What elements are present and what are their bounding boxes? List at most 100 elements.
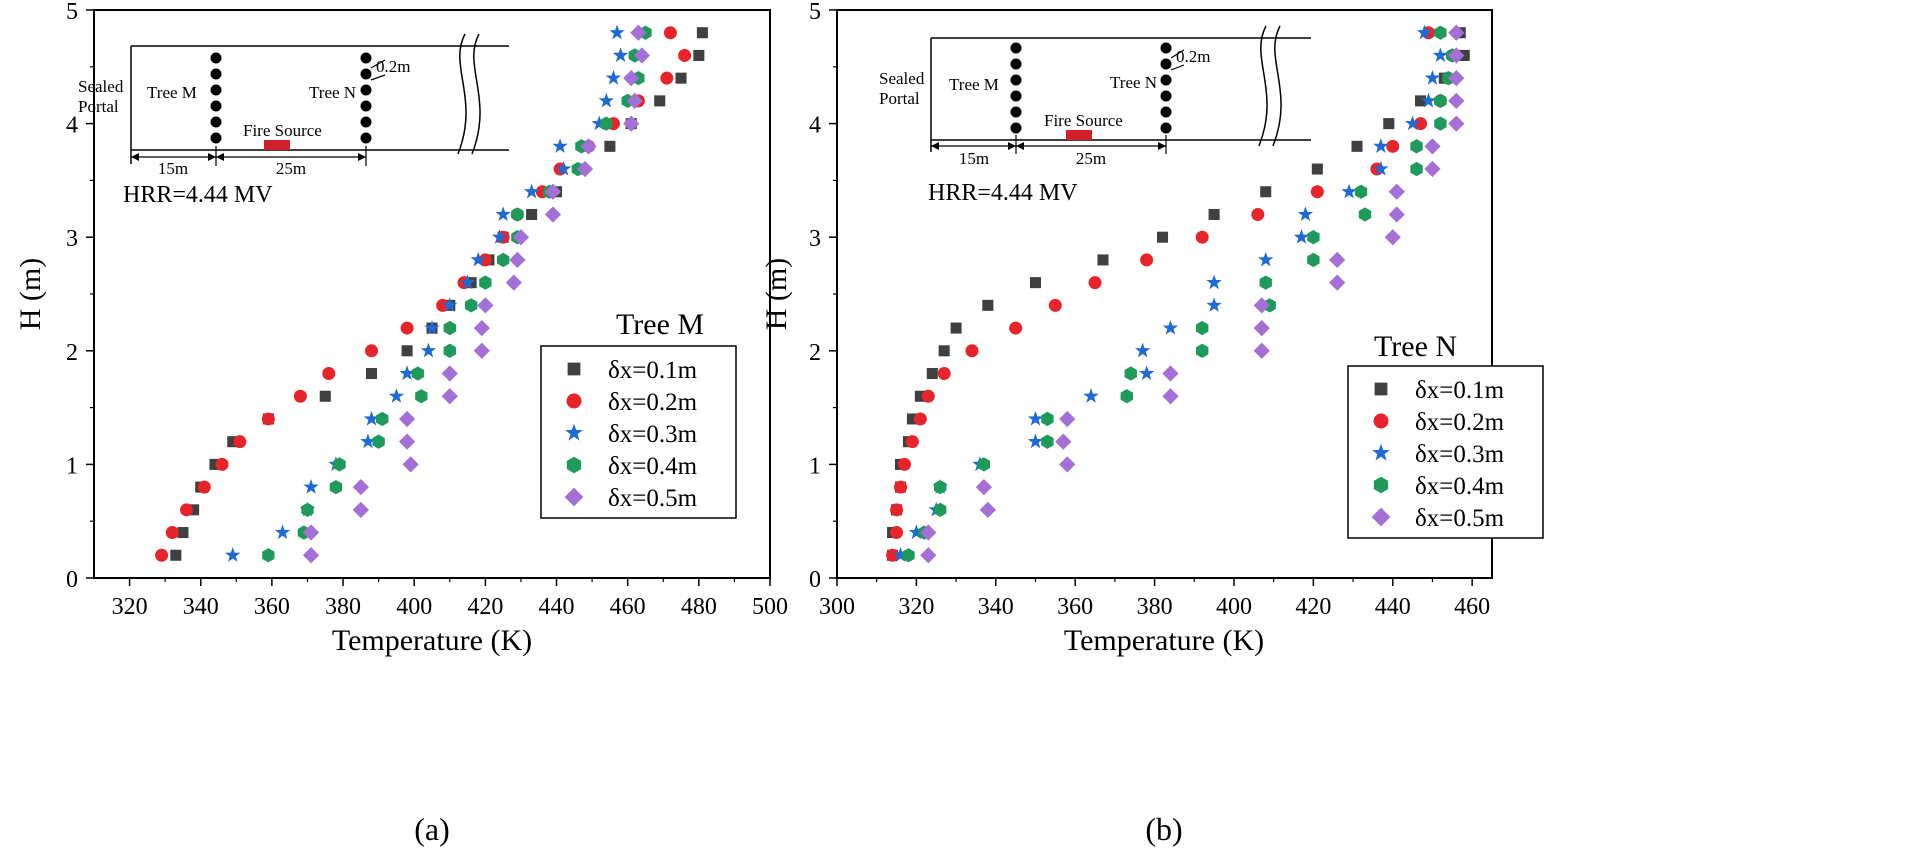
data-point <box>1162 365 1179 382</box>
data-point <box>600 116 613 131</box>
data-point <box>1388 183 1405 200</box>
data-point <box>696 27 708 39</box>
data-point <box>352 478 369 496</box>
thermocouple-dot <box>210 116 222 128</box>
markers-b <box>886 24 1470 564</box>
data-point <box>443 320 456 336</box>
data-point <box>623 115 640 132</box>
legend-marker <box>564 487 584 507</box>
data-point <box>1373 138 1389 153</box>
hrr-annotation-a: HRR=4.44 MV <box>123 182 273 208</box>
x-tick-label: 320 <box>898 594 934 620</box>
data-point <box>1329 251 1346 269</box>
thermocouple-dot <box>1010 74 1022 86</box>
legend-marker <box>565 423 583 441</box>
x-tick-label: 440 <box>1375 594 1411 620</box>
data-point <box>914 390 926 402</box>
legend-entry-a-3: δx=0.3m <box>608 421 698 448</box>
x-axis-label-a: Temperature (K) <box>332 624 532 657</box>
data-point <box>477 297 494 314</box>
data-point <box>491 229 508 244</box>
data-point <box>1124 366 1137 381</box>
thermocouple-dot <box>210 84 222 96</box>
data-point <box>424 319 440 335</box>
data-point <box>920 524 937 541</box>
data-point <box>401 345 413 357</box>
data-point <box>1373 160 1389 176</box>
data-point <box>663 26 677 40</box>
x-axis-label-b: Temperature (K) <box>1064 624 1264 657</box>
tree-m-thermocouples-b <box>1010 42 1022 134</box>
y-tick-label: 1 <box>66 453 78 479</box>
data-point <box>950 322 962 334</box>
thermocouple-dot <box>210 52 222 64</box>
thermocouple-dot <box>1160 58 1172 70</box>
y-tick-label: 5 <box>809 0 821 25</box>
data-point <box>1341 183 1357 199</box>
x-tick-label: 500 <box>752 594 788 620</box>
thermocouple-dot <box>210 132 222 144</box>
data-point <box>1293 229 1310 244</box>
x-tick-label: 420 <box>467 594 503 620</box>
y-tick-label: 2 <box>809 340 821 366</box>
data-point <box>1196 320 1209 336</box>
data-point <box>1448 47 1465 64</box>
data-point <box>1134 342 1151 358</box>
data-point <box>902 548 915 563</box>
y-tick-label: 5 <box>66 0 78 25</box>
data-point <box>436 298 450 312</box>
fire-source-label-a: Fire Source <box>243 121 322 140</box>
data-point <box>1420 92 1437 108</box>
legend-marker <box>566 393 582 409</box>
data-point <box>302 524 320 541</box>
x-tick-label: 460 <box>610 594 646 620</box>
data-point <box>975 478 993 496</box>
data-point <box>478 253 492 267</box>
data-point <box>1041 434 1054 449</box>
data-point <box>938 345 950 357</box>
legend-entry-a-1: δx=0.1m <box>608 357 698 384</box>
thermocouple-dot <box>360 132 372 144</box>
data-point <box>937 367 951 381</box>
data-point <box>1448 70 1465 87</box>
data-point <box>1162 319 1179 335</box>
data-point <box>921 389 935 403</box>
thermocouple-dot <box>1010 58 1022 70</box>
thermocouple-dot <box>1010 90 1022 102</box>
data-point <box>1410 139 1423 154</box>
axis-ticks-b: 300 320 340 360 380 400 420 440 460 0 1 2 3 4 5 <box>809 0 1490 620</box>
data-point <box>1386 139 1400 153</box>
data-point <box>1424 160 1441 178</box>
data-point <box>934 502 947 517</box>
data-point <box>890 526 904 540</box>
data-point <box>511 207 524 222</box>
legend-marker <box>1373 413 1389 429</box>
break-symbol-b-2 <box>1272 25 1282 147</box>
data-point <box>897 457 911 471</box>
data-point <box>1434 25 1447 40</box>
data-point <box>604 140 616 152</box>
break-symbol-a-2 <box>471 33 481 155</box>
thermocouple-dot <box>1160 74 1172 86</box>
y-axis-label-b: H (m) <box>760 258 793 330</box>
data-point <box>1415 95 1427 107</box>
data-point <box>1358 207 1372 222</box>
thermocouple-dot <box>360 52 372 64</box>
x-tick-label: 320 <box>112 594 148 620</box>
data-point <box>180 503 194 517</box>
data-point <box>376 411 389 427</box>
data-point <box>934 479 947 495</box>
panel-label-b: (b) <box>1145 811 1182 847</box>
data-point <box>660 71 674 85</box>
data-point <box>302 547 320 564</box>
data-point <box>1196 343 1209 358</box>
data-point <box>633 47 651 64</box>
data-point <box>1048 298 1062 312</box>
data-point <box>552 138 568 153</box>
data-point <box>1029 277 1042 289</box>
thermocouple-dot <box>1010 122 1022 134</box>
data-point <box>1253 342 1270 359</box>
sealed-portal-label-b: Sealed <box>879 69 925 88</box>
y-tick-label: 2 <box>66 340 78 366</box>
data-point <box>526 208 538 221</box>
